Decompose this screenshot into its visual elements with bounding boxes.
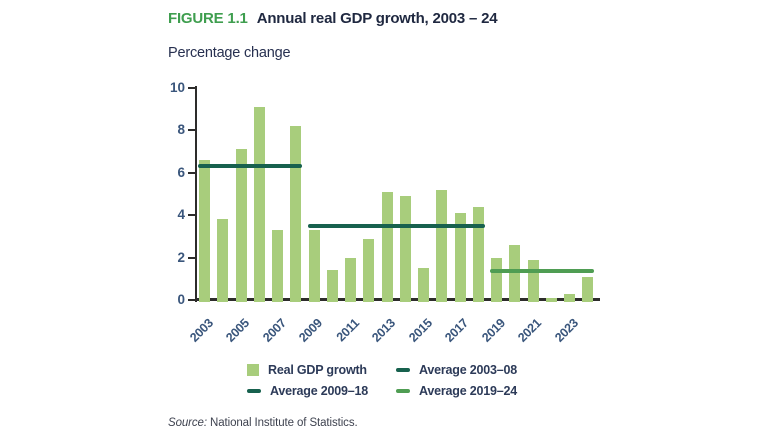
y-tick-label-0: 0 [177, 292, 185, 307]
x-tick-label-2013: 2013 [369, 316, 399, 345]
bar-2004 [217, 219, 229, 302]
bar-2018 [472, 206, 484, 302]
source-text: National Institute of Statistics. [206, 417, 358, 429]
x-tick-label-2023: 2023 [551, 316, 581, 345]
bar-2016 [436, 189, 448, 302]
figure-number-label: FIGURE 1.1 [168, 10, 248, 27]
bar-2024 [582, 276, 594, 302]
axis-units-subtitle: Percentage change [168, 45, 291, 61]
legend-label: Average 2019–24 [419, 384, 518, 398]
average-line-2003-2008 [198, 164, 303, 169]
legend-label: Average 2003–08 [419, 363, 518, 377]
bar-2005 [235, 149, 247, 302]
bar-2008 [290, 126, 302, 302]
figure-title-row: FIGURE 1.1 Annual real GDP growth, 2003 –… [168, 10, 498, 27]
y-tick-label-8: 8 [177, 122, 185, 138]
bar-2022 [545, 297, 557, 302]
x-tick-label-2005: 2005 [223, 316, 252, 345]
y-tick-mark-6 [188, 171, 195, 174]
x-tick-label-2003: 2003 [186, 316, 216, 345]
bar-2009 [308, 230, 320, 302]
bar-2017 [454, 213, 466, 302]
bar-2019 [491, 257, 503, 302]
y-tick-mark-8 [188, 129, 195, 132]
legend-item-0: Real GDP growth [247, 362, 396, 378]
y-tick-label-6: 6 [177, 164, 185, 180]
bar-2010 [326, 270, 338, 302]
legend-item-1: Average 2003–08 [396, 362, 517, 378]
y-tick-mark-0 [188, 299, 195, 301]
figure-title: Annual real GDP growth, 2003 – 24 [256, 10, 498, 27]
legend-dash-marker [396, 368, 410, 372]
y-tick-label-2: 2 [177, 249, 185, 265]
bar-2023 [564, 293, 576, 302]
chart-legend: Real GDP growth Average 2003–08 Average 20… [247, 362, 517, 399]
x-tick-label-2009: 2009 [296, 316, 325, 345]
bar-2015 [418, 268, 430, 302]
x-axis-line [195, 298, 600, 301]
y-tick-mark-10 [188, 87, 195, 89]
x-tick-label-2007: 2007 [259, 316, 289, 345]
bar-2007 [272, 230, 284, 302]
x-tick-label-2011: 2011 [333, 316, 362, 345]
average-line-2009-2018 [307, 223, 485, 228]
y-tick-label-4: 4 [177, 207, 185, 223]
legend-label: Average 2009–18 [270, 384, 369, 398]
bar-2011 [345, 257, 357, 302]
bar-2020 [509, 244, 521, 302]
source-prefix: Source: [168, 417, 207, 429]
legend-label: Real GDP growth [268, 363, 367, 377]
bar-2003 [199, 160, 210, 302]
y-axis-line [195, 86, 197, 302]
legend-item-3: Average 2019–24 [396, 383, 517, 399]
legend-dash-marker [396, 389, 410, 393]
source-note: Source: National Institute of Statistics… [168, 417, 358, 429]
y-tick-mark-4 [188, 214, 195, 217]
x-tick-label-2019: 2019 [478, 316, 508, 345]
legend-item-2: Average 2009–18 [247, 383, 396, 399]
legend-dash-marker [247, 389, 261, 393]
y-tick-label-10: 10 [169, 80, 185, 95]
average-line-2019-2024 [490, 269, 595, 274]
x-tick-label-2015: 2015 [405, 316, 435, 345]
y-tick-mark-2 [188, 256, 195, 259]
bar-2013 [381, 191, 393, 302]
x-tick-label-2021: 2021 [515, 316, 545, 345]
bar-2012 [363, 238, 375, 302]
bar-2014 [399, 196, 411, 302]
x-tick-label-2017: 2017 [442, 316, 472, 345]
bar-2006 [253, 107, 265, 302]
bar-2021 [527, 259, 539, 302]
legend-square-marker [247, 364, 259, 376]
